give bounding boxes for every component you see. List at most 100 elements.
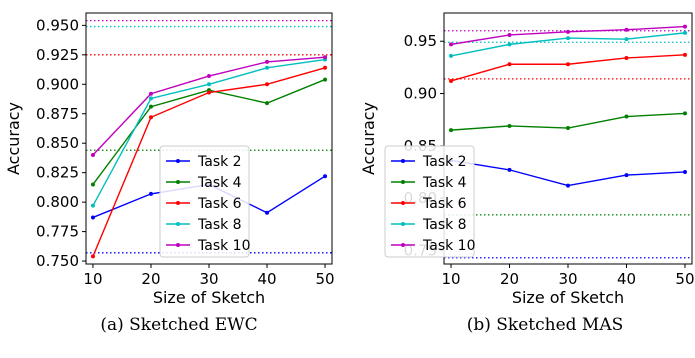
legend-label: Task 4 bbox=[197, 175, 242, 191]
data-point bbox=[624, 55, 629, 60]
data-point bbox=[90, 182, 95, 187]
y-tick-label: 0.825 bbox=[36, 164, 79, 182]
y-tick-label: 0.95 bbox=[404, 32, 437, 50]
data-point bbox=[148, 91, 153, 96]
data-point bbox=[566, 36, 570, 41]
x-tick-label: 20 bbox=[141, 270, 160, 288]
data-point bbox=[207, 82, 211, 87]
data-point bbox=[566, 62, 570, 67]
data-point bbox=[566, 183, 570, 188]
x-tick-label: 30 bbox=[199, 270, 218, 288]
data-point bbox=[682, 24, 687, 29]
legend-label: Task 10 bbox=[197, 238, 250, 254]
data-point bbox=[682, 169, 687, 174]
series-line-2 bbox=[450, 54, 686, 82]
x-tick-label: 10 bbox=[441, 270, 460, 288]
y-tick-label: 0.875 bbox=[36, 105, 79, 123]
legend-swatch-marker bbox=[401, 243, 405, 247]
figure-caption: (b) Sketched MAS bbox=[467, 315, 624, 335]
data-point bbox=[507, 167, 512, 172]
legend-swatch-marker bbox=[176, 201, 180, 205]
chart-0: 0.750 0.775 0.800 0.825 0.850 0.875 0.900 0.925… bbox=[4, 12, 335, 335]
legend-swatch-marker bbox=[401, 159, 405, 163]
x-tick-label: 40 bbox=[257, 270, 276, 288]
data-point bbox=[148, 96, 153, 101]
data-point bbox=[624, 27, 629, 32]
data-point bbox=[624, 37, 629, 42]
legend-box bbox=[159, 145, 250, 258]
legend-label: Task 6 bbox=[197, 196, 242, 212]
data-point bbox=[148, 191, 153, 196]
data-point bbox=[90, 152, 95, 157]
data-point bbox=[449, 53, 454, 58]
data-point bbox=[90, 203, 95, 208]
data-point bbox=[449, 42, 454, 47]
data-point bbox=[265, 82, 270, 87]
legend-swatch-marker bbox=[401, 201, 405, 205]
data-point bbox=[566, 29, 570, 34]
data-point bbox=[265, 65, 270, 70]
y-axis-label: Accuracy bbox=[4, 102, 23, 175]
x-tick-label: 10 bbox=[83, 270, 102, 288]
data-point bbox=[507, 42, 512, 47]
data-point bbox=[90, 254, 95, 259]
legend-label: Task 4 bbox=[422, 175, 467, 191]
data-point bbox=[682, 30, 687, 35]
legend-label: Task 10 bbox=[422, 238, 475, 254]
legend-swatch-marker bbox=[176, 222, 180, 226]
x-tick-label: 30 bbox=[558, 270, 577, 288]
data-point bbox=[323, 55, 328, 60]
series-line-0 bbox=[450, 159, 686, 187]
y-tick-label: 0.950 bbox=[36, 16, 79, 34]
x-tick-label: 50 bbox=[675, 270, 694, 288]
x-axis-label: Size of Sketch bbox=[512, 288, 624, 307]
x-axis-label: Size of Sketch bbox=[153, 288, 265, 307]
data-point bbox=[507, 123, 512, 128]
legend-label: Task 8 bbox=[197, 217, 242, 233]
data-point bbox=[265, 101, 270, 106]
data-point bbox=[507, 32, 512, 37]
x-tick-label: 50 bbox=[315, 270, 334, 288]
legend-swatch-marker bbox=[176, 180, 180, 184]
legend-box bbox=[384, 145, 475, 258]
legend: Task 2 Task 4 Task 6 Task 8 Task 10 bbox=[159, 145, 250, 258]
data-point bbox=[207, 90, 211, 95]
legend-label: Task 2 bbox=[197, 154, 242, 170]
figure-caption: (a) Sketched EWC bbox=[100, 315, 257, 335]
legend-label: Task 2 bbox=[422, 154, 467, 170]
data-point bbox=[624, 173, 629, 178]
data-point bbox=[507, 62, 512, 67]
data-point bbox=[323, 77, 328, 82]
y-tick-label: 0.800 bbox=[36, 193, 79, 211]
data-point bbox=[566, 126, 570, 131]
x-tick-label: 20 bbox=[500, 270, 519, 288]
data-point bbox=[682, 111, 687, 116]
data-point bbox=[90, 215, 95, 220]
y-tick-label: 0.925 bbox=[36, 46, 79, 64]
data-point bbox=[265, 59, 270, 64]
data-point bbox=[323, 174, 328, 179]
data-point bbox=[449, 78, 454, 83]
data-point bbox=[148, 104, 153, 109]
data-point bbox=[323, 65, 328, 70]
legend-swatch-marker bbox=[176, 159, 180, 163]
legend-label: Task 6 bbox=[422, 196, 467, 212]
y-tick-label: 0.900 bbox=[36, 75, 79, 93]
y-axis-label: Accuracy bbox=[359, 102, 378, 175]
legend-label: Task 8 bbox=[422, 217, 467, 233]
data-point bbox=[265, 210, 270, 215]
legend-swatch-marker bbox=[401, 180, 405, 184]
data-point bbox=[207, 74, 211, 79]
legend-swatch-marker bbox=[401, 222, 405, 226]
data-point bbox=[682, 52, 687, 57]
legend: Task 2 Task 4 Task 6 Task 8 Task 10 bbox=[384, 145, 475, 258]
y-tick-label: 0.90 bbox=[404, 85, 437, 103]
legend-swatch-marker bbox=[176, 243, 180, 247]
y-tick-label: 0.750 bbox=[36, 252, 79, 270]
data-point bbox=[449, 128, 454, 133]
y-tick-label: 0.850 bbox=[36, 134, 79, 152]
x-tick-label: 40 bbox=[617, 270, 636, 288]
data-point bbox=[148, 115, 153, 120]
